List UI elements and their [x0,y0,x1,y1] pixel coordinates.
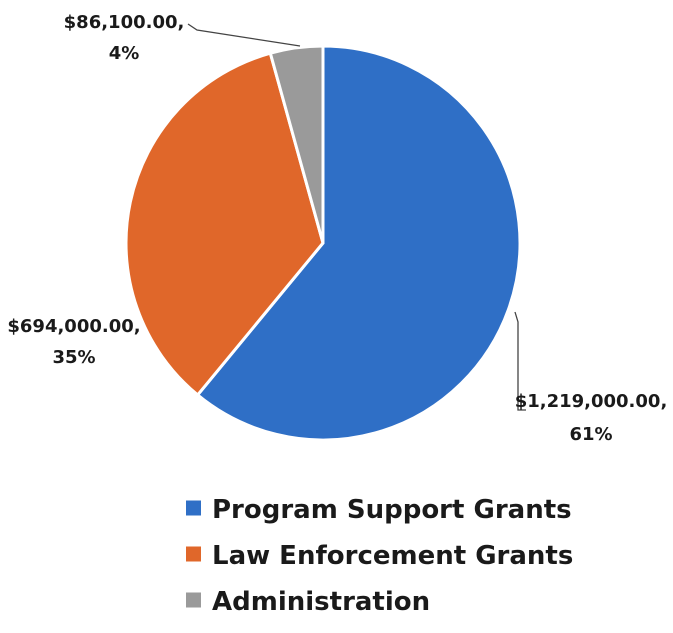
legend-label-program-support-grants: Program Support Grants [212,495,572,525]
data-label-percent-law-enforcement-grants: 35% [52,347,95,368]
legend: Program Support Grants Law Enforcement Gr… [186,495,573,617]
data-labels: $1,219,000.00, 61% $694,000.00, 35% $86,100.… [7,12,667,445]
data-label-value-law-enforcement-grants: $694,000.00, [7,316,140,337]
pie-slices [124,44,522,442]
leader-lines [187,23,526,411]
pie-slice-program-support-grants [196,44,522,442]
pie-slice-administration [268,44,325,245]
leader-line-administration [187,23,301,47]
legend-swatch-administration [186,592,201,608]
legend-item-administration: Administration [186,587,430,617]
data-label-percent-program-support-grants: 61% [569,424,612,445]
pie-slice-law-enforcement-grants [124,51,325,397]
legend-swatch-program-support-grants [186,500,201,516]
legend-label-law-enforcement-grants: Law Enforcement Grants [212,541,573,571]
leader-line-program-support-grants [514,311,526,411]
data-label-value-program-support-grants: $1,219,000.00, [515,391,668,412]
legend-swatch-law-enforcement-grants [186,546,201,562]
legend-label-administration: Administration [212,587,430,617]
legend-item-law-enforcement-grants: Law Enforcement Grants [186,541,573,571]
data-label-percent-administration: 4% [109,43,140,64]
legend-item-program-support-grants: Program Support Grants [186,495,572,525]
data-label-value-administration: $86,100.00, [64,12,185,33]
